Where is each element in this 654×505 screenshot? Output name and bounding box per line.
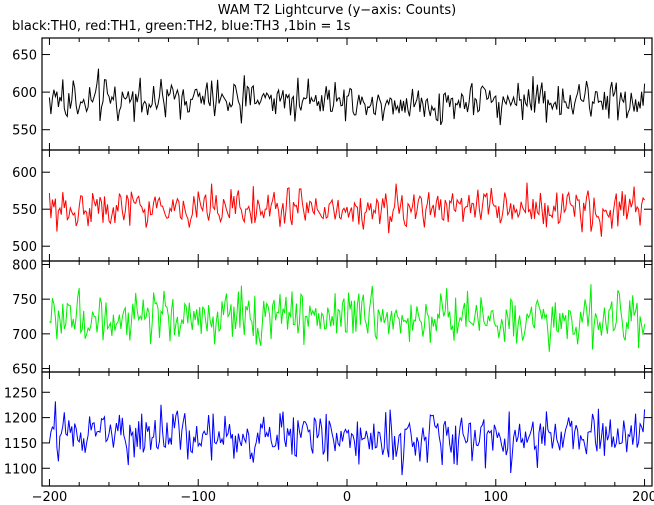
y-tick-label: 600	[12, 86, 37, 101]
y-tick-label: 1100	[4, 462, 37, 477]
x-tick-label: −200	[32, 490, 68, 505]
y-tick-label: 550	[12, 203, 37, 218]
panel-th0: 550 600 650	[12, 37, 653, 151]
series-line-th2	[49, 284, 646, 352]
y-tick-label: 500	[12, 240, 37, 255]
panel-frame	[41, 37, 653, 151]
panels-group: 550 600 650 500 550 600 650 700 750 800 1100 1150 12…	[4, 37, 654, 505]
panel-th2: 650 700 750 800	[12, 258, 653, 378]
y-tick-label: 750	[12, 293, 37, 308]
x-tick-label: 100	[483, 490, 508, 505]
y-tick-label: 800	[12, 258, 37, 273]
chart-subtitle: black:TH0, red:TH1, green:TH2, blue:TH3 …	[12, 19, 351, 34]
series-line-th1	[48, 182, 646, 237]
x-tick-label: −100	[180, 490, 216, 505]
x-tick-label: 200	[632, 490, 654, 505]
x-tick-label: 0	[343, 490, 351, 505]
series-line-th3	[48, 401, 646, 476]
panel-th3: 1100 1150 1200 1250 −200 −100 0 100 200	[4, 371, 654, 505]
y-tick-label: 700	[12, 328, 37, 343]
chart-title: WAM T2 Lightcurve (y−axis: Counts)	[218, 3, 456, 18]
y-tick-label: 650	[12, 363, 37, 378]
y-tick-label: 650	[12, 49, 37, 64]
panel-frame	[41, 371, 653, 487]
panel-th1: 500 550 600	[12, 149, 653, 262]
y-tick-label: 1150	[4, 437, 37, 452]
y-tick-label: 600	[12, 166, 37, 181]
panel-frame	[41, 149, 653, 262]
y-tick-label: 550	[12, 124, 37, 139]
series-line-th0	[48, 68, 646, 126]
y-tick-label: 1250	[4, 386, 37, 401]
y-tick-label: 1200	[4, 412, 37, 427]
